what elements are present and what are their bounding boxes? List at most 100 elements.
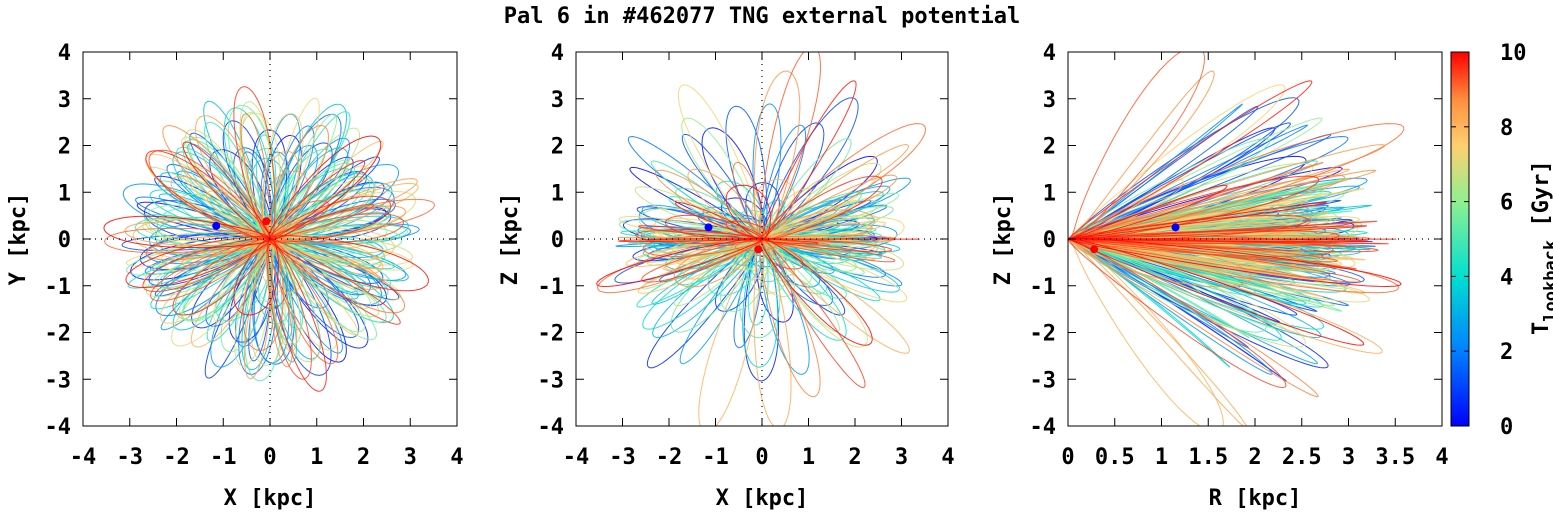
x-tick-label: -4 [70,445,97,470]
x-tick-label: 0 [263,445,276,470]
y-tick-label: 0 [1043,228,1056,253]
orbit-loop [641,238,764,283]
y-tick-label: 4 [58,41,71,66]
colorbar-ticks: 0 2 4 6 8 10 [1451,41,1527,440]
orbit-loop [269,237,406,314]
y-tick-label: -4 [538,415,565,440]
orbit-loop [212,238,272,324]
orbit-loop [1068,84,1286,240]
colorbar-label: Tlookback [Gyr] [1529,160,1553,335]
xlabel-rz: R [kpc] [1209,486,1302,511]
ylabel-xy: Y [kpc] [6,193,31,286]
x-tick-label: 2 [357,445,370,470]
x-tick-label: 4 [1435,445,1448,470]
y-tick-label: -4 [45,415,72,440]
orbit-loop [617,238,763,243]
orbit-loop [732,161,765,240]
orbit-loop [227,104,277,240]
orbit-loop [654,169,764,240]
orbit-loop [725,105,768,240]
orbit-trace-xy [103,86,436,392]
markers-xz [704,223,763,254]
orbit-loop [124,221,271,247]
panel-rz: 0 0.5 1 1.5 2 2.5 3 3.5 4 -4 -3 -2 -1 0 1 2 3 4 R [kpc] Z… [991,41,1449,511]
orbit-loop [761,238,896,263]
y-tick-label: 4 [551,41,564,66]
x-tick-label: 4 [450,445,463,470]
orbit-loop [760,238,873,346]
y-tick-label: 3 [1043,88,1056,113]
orbit-loop [755,238,796,298]
y-tick-label: 4 [1043,41,1056,66]
orbit-loop [637,238,763,294]
orbit-loop [641,238,763,290]
y-tick-label: 1 [58,181,71,206]
orbit-loop [242,238,284,352]
colorbar-tick-label: 0 [1500,415,1513,440]
y-tick-label: -1 [45,275,72,300]
x-tick-label: 1 [802,445,815,470]
orbit-loop [145,235,271,261]
x-tick-label: 1.5 [1188,445,1228,470]
orbit-loop [269,159,366,240]
x-tick-label: 0 [1061,445,1074,470]
y-tick-label: 0 [58,228,71,253]
orbit-loop [1068,238,1287,389]
figure-title: Pal 6 in #462077 TNG external potential [504,4,1021,29]
orbit-loop [638,225,764,240]
y-tick-label: 3 [551,88,564,113]
x-tick-label: 3.5 [1375,445,1415,470]
orbit-loop [268,135,382,241]
orbit-loop [742,238,779,368]
orbit-loop [1068,123,1405,241]
orbit-loop [1068,169,1377,240]
orbit-loop [753,238,792,426]
y-tick-label: -2 [538,322,565,347]
orbit-loop [1068,237,1402,288]
orbit-loop [761,80,857,240]
orbit-loop [751,178,796,240]
ticks-xz: -4 -3 -2 -1 0 1 2 3 4 -4 -3 -2 -1 0 1 2 3 4 [538,41,955,470]
orbit-loop [132,219,271,255]
orbit-loop [1068,237,1306,348]
initial-position-marker [1090,245,1099,254]
orbit-loop [1068,225,1368,240]
x-tick-label: -2 [656,445,683,470]
colorbar-label-sub: lookback [1541,240,1553,322]
y-tick-label: -4 [1030,415,1057,440]
colorbar-tick-label: 2 [1500,340,1513,365]
y-tick-label: -2 [1030,322,1057,347]
orbit-loop [1068,138,1271,240]
orbit-loop [725,184,771,240]
x-tick-label: -1 [210,445,237,470]
x-tick-label: 2.5 [1282,445,1322,470]
orbit-loop [243,238,274,380]
panel-xz: -4 -3 -2 -1 0 1 2 3 4 -4 -3 -2 -1 0 1 2 3 4 X [kpc] Z [kp… [498,41,955,511]
orbit-loop [268,111,351,240]
orbit-loop [240,113,273,240]
orbit-loop [269,195,392,243]
y-tick-label: 1 [1043,181,1056,206]
orbit-trace-xz [596,52,927,426]
ylabel-rz: Z [kpc] [991,193,1016,286]
orbit-loop [184,129,272,240]
orbit-loop [761,237,908,303]
orbit-loop [269,213,405,245]
markers-rz [1090,223,1180,254]
orbit-loop [725,220,768,240]
orbit-loop [125,235,271,289]
ticks-xy: -4 -3 -2 -1 0 1 2 3 4 -4 -3 -2 -1 0 1 2 3 4 [45,41,464,470]
orbit-loop [265,238,321,363]
y-tick-label: 2 [551,135,564,160]
orbit-loop [1068,168,1351,240]
present-position-marker [212,221,221,230]
orbit-loop [653,217,763,248]
y-tick-label: 3 [58,88,71,113]
orbit-loop [642,235,763,258]
y-tick-label: 1 [551,181,564,206]
x-tick-label: 3 [404,445,417,470]
y-tick-label: -3 [1030,368,1057,393]
orbit-loop [761,238,866,389]
orbit-loop [269,178,418,241]
